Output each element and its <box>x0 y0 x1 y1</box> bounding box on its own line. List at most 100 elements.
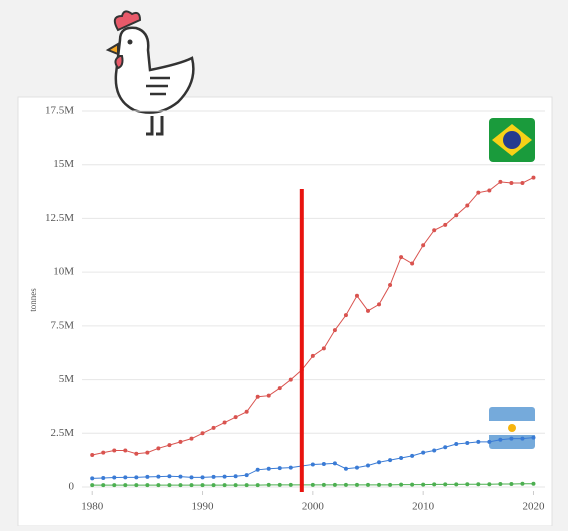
data-point <box>410 483 414 487</box>
data-point <box>377 483 381 487</box>
data-point <box>156 446 160 450</box>
y-tick-label: 15M <box>53 158 74 170</box>
data-point <box>443 223 447 227</box>
data-point <box>388 483 392 487</box>
data-point <box>399 456 403 460</box>
y-tick-label: 12.5M <box>45 212 74 224</box>
data-point <box>245 410 249 414</box>
data-point <box>178 475 182 479</box>
data-point <box>245 473 249 477</box>
data-point <box>123 448 127 452</box>
data-point <box>377 302 381 306</box>
chart: tonnes 0 2.5M 5M 7.5M 10M 12.5M 15M 17.5M 1980 19… <box>0 0 568 526</box>
data-point <box>101 476 105 480</box>
data-point <box>520 437 524 441</box>
data-point <box>289 378 293 382</box>
data-point <box>267 467 271 471</box>
y-tick-label: 10M <box>53 266 74 278</box>
data-point <box>278 483 282 487</box>
y-tick-label: 7.5M <box>50 319 74 331</box>
data-point <box>355 483 359 487</box>
data-point <box>234 415 238 419</box>
data-point <box>322 346 326 350</box>
data-point <box>333 483 337 487</box>
y-tick-label: 2.5M <box>50 427 74 439</box>
data-point <box>333 328 337 332</box>
data-point <box>234 474 238 478</box>
data-point <box>245 483 249 487</box>
data-point <box>531 482 535 486</box>
data-point <box>432 448 436 452</box>
data-point <box>311 483 315 487</box>
y-axis-label: tonnes <box>28 288 38 312</box>
data-point <box>256 468 260 472</box>
data-point <box>344 483 348 487</box>
data-point <box>223 475 227 479</box>
data-point <box>156 483 160 487</box>
data-point <box>509 181 513 185</box>
data-point <box>344 313 348 317</box>
data-point <box>201 431 205 435</box>
data-point <box>421 243 425 247</box>
data-point <box>167 474 171 478</box>
data-point <box>443 482 447 486</box>
data-point <box>454 442 458 446</box>
x-tick-label: 2020 <box>522 501 545 513</box>
data-point <box>189 475 193 479</box>
data-point <box>454 482 458 486</box>
data-point <box>487 188 491 192</box>
data-point <box>476 191 480 195</box>
data-point <box>134 452 138 456</box>
y-tick-label: 17.5M <box>45 105 74 117</box>
data-point <box>167 483 171 487</box>
data-point <box>487 482 491 486</box>
data-point <box>212 426 216 430</box>
data-point <box>421 483 425 487</box>
data-point <box>355 294 359 298</box>
data-point <box>145 451 149 455</box>
data-point <box>289 466 293 470</box>
data-point <box>366 309 370 313</box>
data-point <box>90 453 94 457</box>
data-point <box>145 483 149 487</box>
data-point <box>322 462 326 466</box>
y-tick-label: 0 <box>69 481 75 493</box>
data-point <box>267 394 271 398</box>
x-tick-label: 2000 <box>302 501 325 513</box>
data-point <box>201 475 205 479</box>
data-point <box>344 467 348 471</box>
y-tick-label: 5M <box>59 373 75 385</box>
data-point <box>322 483 326 487</box>
data-point <box>465 441 469 445</box>
data-point <box>189 483 193 487</box>
x-tick-label: 1990 <box>192 501 215 513</box>
data-point <box>267 483 271 487</box>
data-point <box>90 483 94 487</box>
flag-brazil <box>489 118 535 162</box>
data-point <box>399 483 403 487</box>
data-point <box>223 483 227 487</box>
data-point <box>289 483 293 487</box>
data-point <box>366 464 370 468</box>
data-point <box>278 386 282 390</box>
x-tick-label: 1980 <box>81 501 104 513</box>
data-point <box>498 438 502 442</box>
data-point <box>223 421 227 425</box>
data-point <box>498 180 502 184</box>
data-point <box>311 462 315 466</box>
data-point <box>454 213 458 217</box>
data-point <box>112 483 116 487</box>
data-point <box>101 483 105 487</box>
data-point <box>134 475 138 479</box>
data-point <box>410 454 414 458</box>
data-point <box>189 437 193 441</box>
data-point <box>487 440 491 444</box>
data-point <box>421 451 425 455</box>
data-point <box>112 476 116 480</box>
data-point <box>234 483 238 487</box>
data-point <box>520 482 524 486</box>
data-point <box>101 451 105 455</box>
data-point <box>509 482 513 486</box>
data-point <box>178 483 182 487</box>
data-point <box>156 475 160 479</box>
